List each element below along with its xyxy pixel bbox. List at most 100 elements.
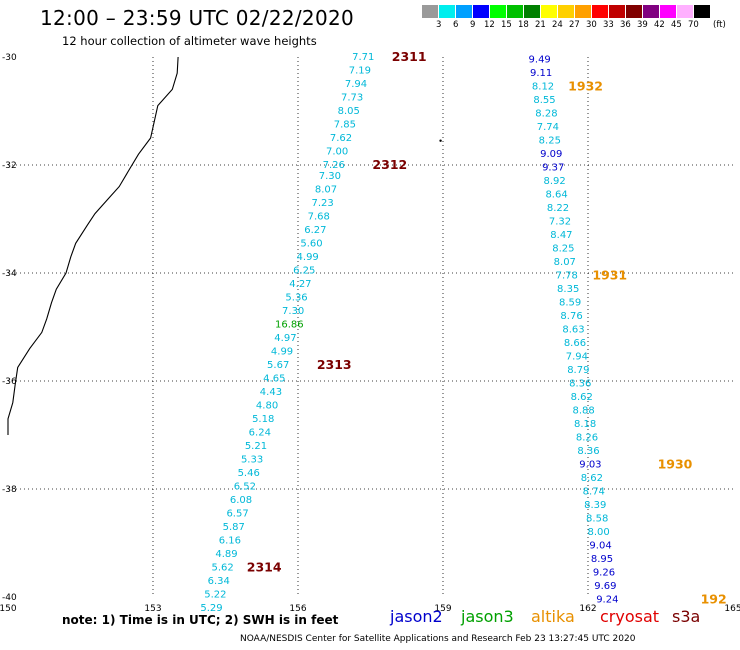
swh-value: 8.62	[571, 392, 593, 403]
swh-value: 5.67	[267, 360, 289, 371]
swh-value: 8.18	[574, 419, 596, 430]
legend-label: 30	[586, 20, 597, 30]
lon-label: 162	[579, 604, 596, 614]
legend-label: 45	[671, 20, 682, 30]
swh-value: 7.74	[537, 122, 559, 133]
swh-value: 9.37	[542, 163, 564, 174]
pass-label: 2313	[317, 357, 352, 372]
legend-label: 24	[552, 20, 563, 30]
note-text: note: 1) Time is in UTC; 2) SWH is in fe…	[62, 613, 339, 627]
swh-value: 9.49	[529, 55, 551, 66]
legend-label: 6	[453, 20, 459, 30]
legend-swatch	[592, 5, 609, 18]
swh-value: 9.09	[540, 149, 562, 160]
map-grid	[8, 57, 733, 597]
lat-label: -38	[2, 485, 17, 495]
legend-swatch	[524, 5, 541, 18]
swh-value: 8.35	[557, 284, 579, 295]
swh-value: 4.99	[297, 252, 319, 263]
swh-value: 8.74	[583, 487, 605, 498]
pass-label: 2314	[247, 559, 282, 574]
footer-credit: NOAA/NESDIS Center for Satellite Applica…	[240, 634, 636, 644]
swh-value: 6.52	[234, 481, 256, 492]
legend-label: 36	[620, 20, 631, 30]
swh-value: 8.47	[550, 230, 572, 241]
swh-value: 7.73	[341, 93, 363, 104]
legend-swatches	[422, 5, 711, 18]
chart-title: 12:00 – 23:59 UTC 02/22/2020	[40, 6, 355, 30]
swh-value: 6.57	[226, 508, 248, 519]
lon-label: 153	[144, 604, 161, 614]
satellite-tracks: 7.717.197.947.738.057.857.627.007.267.30…	[200, 52, 618, 614]
satellite-cryosat: cryosat	[600, 607, 660, 626]
swh-value: 8.07	[315, 184, 337, 195]
lat-label: -34	[2, 269, 17, 279]
legend-swatch	[507, 5, 524, 18]
swh-value: 8.25	[552, 244, 574, 255]
swh-value: 7.26	[323, 160, 345, 171]
swh-value: 8.26	[576, 433, 598, 444]
legend-swatch	[660, 5, 677, 18]
swh-value: 6.27	[304, 225, 326, 236]
swh-value: 7.78	[556, 271, 578, 282]
legend-swatch	[541, 5, 558, 18]
swh-value: 4.27	[289, 279, 311, 290]
legend-swatch	[422, 5, 439, 18]
swh-value: 8.36	[569, 379, 591, 390]
swh-value: 5.60	[300, 238, 322, 249]
swh-value: 8.55	[533, 95, 555, 106]
legend-swatch	[575, 5, 592, 18]
legend-unit: (ft)	[713, 20, 726, 30]
swh-value: 9.26	[593, 568, 615, 579]
swh-value: 7.00	[326, 147, 348, 158]
legend-label: 27	[569, 20, 580, 30]
swh-value: 9.24	[596, 595, 618, 606]
lon-label: 165	[724, 604, 740, 614]
swh-value: 8.79	[567, 365, 589, 376]
legend-swatch	[473, 5, 490, 18]
swh-value: 8.00	[588, 527, 610, 538]
legend-swatch	[677, 5, 694, 18]
pass-label: 2311	[392, 49, 427, 64]
legend-labels: 3 6 9 12 15 18 21 24 27 30 33 36 39 42 45 70 (ft)	[422, 18, 726, 32]
swh-value: 8.95	[591, 554, 613, 565]
legend-label: 12	[484, 20, 495, 30]
chart-subtitle: 12 hour collection of altimeter wave hei…	[62, 34, 317, 48]
swh-value: 5.33	[241, 454, 263, 465]
swh-value: 7.19	[349, 66, 371, 77]
legend-label: 18	[518, 20, 529, 30]
swh-value: 6.24	[249, 427, 271, 438]
swh-value: 7.32	[549, 217, 571, 228]
swh-value: 4.65	[263, 373, 285, 384]
swh-value: 6.16	[219, 535, 241, 546]
pass-label: 1931	[592, 268, 627, 283]
legend-swatch	[558, 5, 575, 18]
coastline-path	[7, 56, 179, 435]
swh-value: 8.64	[545, 190, 567, 201]
swh-value: 5.22	[204, 589, 226, 600]
swh-value: 4.89	[215, 549, 237, 560]
legend-label: 39	[637, 20, 648, 30]
swh-value: 5.36	[285, 292, 307, 303]
swh-value: 5.29	[200, 603, 222, 614]
track-east: 9.49 9.11 8.12 8.55 8.28 7.74 8.25 9.09 9.37 8.92…	[529, 55, 619, 606]
satellite-altika: altika	[531, 607, 575, 626]
legend-swatch	[490, 5, 507, 18]
swh-value: 9.69	[594, 581, 616, 592]
lon-label: 159	[434, 604, 451, 614]
satellite-jason3: jason3	[461, 607, 514, 626]
pass-label: 1932	[568, 79, 603, 94]
lat-label: -30	[2, 53, 17, 63]
swh-value: 7.62	[330, 133, 352, 144]
swh-value: 4.99	[271, 346, 293, 357]
swh-value: 8.62	[581, 473, 603, 484]
swh-value: 7.30	[319, 171, 341, 182]
swh-value: 6.08	[230, 495, 252, 506]
legend-swatch	[694, 5, 711, 18]
axis-labels: 150 153 156 159 162 165 -30 -32 -34 -36 -38 -40	[0, 53, 740, 614]
legend-label: 33	[603, 20, 614, 30]
legend-swatch	[456, 5, 473, 18]
satellite-jason2: jason2	[390, 607, 443, 626]
swh-value: 9.03	[579, 460, 601, 471]
swh-value: 5.87	[223, 522, 245, 533]
